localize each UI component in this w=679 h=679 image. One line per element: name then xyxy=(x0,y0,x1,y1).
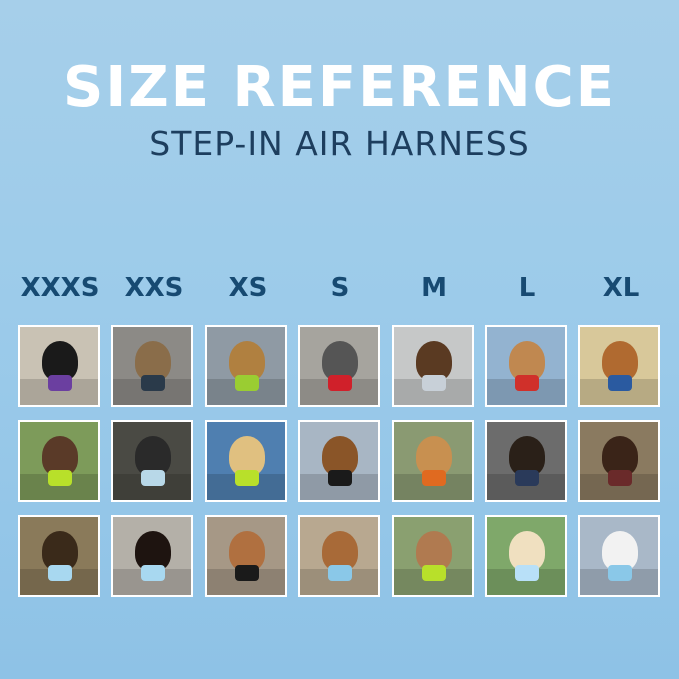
size-label-m: M xyxy=(421,273,447,303)
size-label-s: S xyxy=(330,273,350,303)
pet-photo-xl-3 xyxy=(578,515,660,597)
harness-figure xyxy=(48,470,72,486)
pet-figure xyxy=(416,531,452,571)
pet-photo-xs-2 xyxy=(205,420,287,502)
harness-figure xyxy=(515,565,539,581)
harness-figure xyxy=(328,375,352,391)
pet-photo-xs-3 xyxy=(205,515,287,597)
pet-photo-s-1 xyxy=(298,325,380,407)
pet-photo-xxxs-2 xyxy=(18,420,100,502)
pet-photo-s-2 xyxy=(298,420,380,502)
pet-photo-m-1 xyxy=(392,325,474,407)
harness-figure xyxy=(422,375,446,391)
pet-figure xyxy=(602,531,638,571)
harness-figure xyxy=(328,565,352,581)
pet-photo-xl-1 xyxy=(578,325,660,407)
pet-figure xyxy=(416,436,452,476)
pet-photo-xxs-2 xyxy=(111,420,193,502)
pet-figure xyxy=(322,341,358,381)
size-label-xxxs: XXXS xyxy=(20,273,100,303)
pet-photo-xxxs-3 xyxy=(18,515,100,597)
harness-figure xyxy=(608,565,632,581)
pet-figure xyxy=(135,341,171,381)
pet-figure xyxy=(509,341,545,381)
pet-photo-xxxs-1 xyxy=(18,325,100,407)
page-subtitle: STEP-IN AIR HARNESS xyxy=(149,124,530,163)
harness-figure xyxy=(515,375,539,391)
harness-figure xyxy=(235,565,259,581)
size-label-xs: XS xyxy=(228,273,268,303)
pet-photo-m-2 xyxy=(392,420,474,502)
harness-figure xyxy=(422,565,446,581)
pet-figure xyxy=(229,436,265,476)
pet-figure xyxy=(602,436,638,476)
size-label-xl: XL xyxy=(602,273,640,303)
pet-photo-xxs-1 xyxy=(111,325,193,407)
pet-figure xyxy=(135,531,171,571)
harness-figure xyxy=(422,470,446,486)
harness-figure xyxy=(141,470,165,486)
harness-figure xyxy=(235,470,259,486)
pet-photo-l-3 xyxy=(485,515,567,597)
harness-figure xyxy=(141,565,165,581)
pet-figure xyxy=(416,341,452,381)
pet-figure xyxy=(229,531,265,571)
size-label-xxs: XXS xyxy=(124,273,184,303)
pet-figure xyxy=(135,436,171,476)
harness-figure xyxy=(235,375,259,391)
harness-figure xyxy=(141,375,165,391)
pet-photo-s-3 xyxy=(298,515,380,597)
pet-figure xyxy=(509,436,545,476)
harness-figure xyxy=(608,470,632,486)
pet-figure xyxy=(42,531,78,571)
pet-figure xyxy=(602,341,638,381)
pet-figure xyxy=(509,531,545,571)
harness-figure xyxy=(48,565,72,581)
pet-photo-xxs-3 xyxy=(111,515,193,597)
pet-figure xyxy=(322,436,358,476)
harness-figure xyxy=(608,375,632,391)
pet-figure xyxy=(42,341,78,381)
pet-photo-xl-2 xyxy=(578,420,660,502)
size-label-l: L xyxy=(518,273,536,303)
pet-figure xyxy=(322,531,358,571)
pet-photo-l-2 xyxy=(485,420,567,502)
page-title: SIZE REFERENCE xyxy=(63,55,616,120)
pet-figure xyxy=(42,436,78,476)
harness-figure xyxy=(328,470,352,486)
pet-photo-l-1 xyxy=(485,325,567,407)
pet-photo-xs-1 xyxy=(205,325,287,407)
pet-photo-m-3 xyxy=(392,515,474,597)
harness-figure xyxy=(515,470,539,486)
harness-figure xyxy=(48,375,72,391)
pet-figure xyxy=(229,341,265,381)
